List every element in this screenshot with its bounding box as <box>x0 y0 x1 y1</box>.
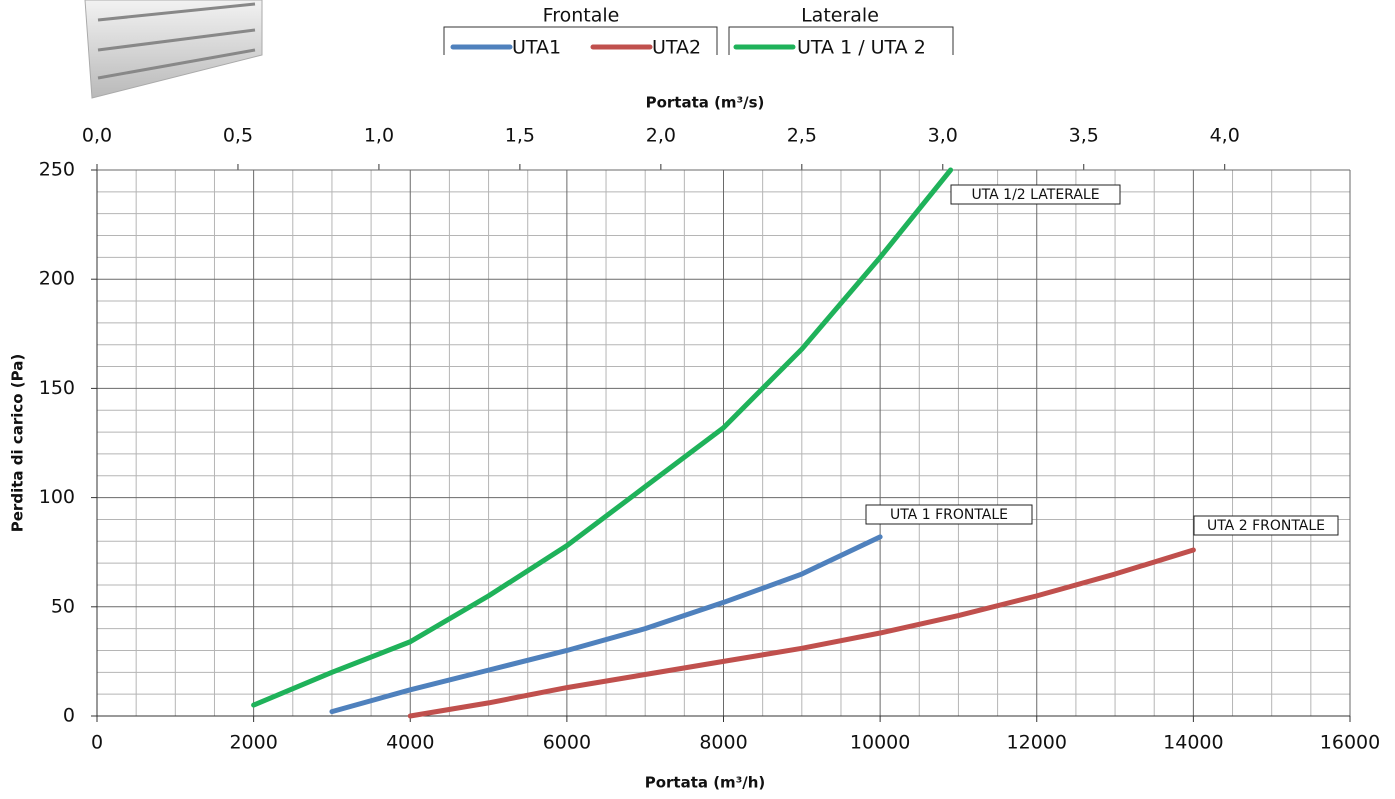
x2-tick-label: 0,0 <box>82 125 112 147</box>
y-tick-label: 0 <box>63 705 75 727</box>
x-tick-label: 4000 <box>386 732 434 754</box>
x2-tick-label: 3,5 <box>1069 125 1099 147</box>
x-tick-label: 0 <box>91 732 103 754</box>
annotation-box <box>950 184 1121 205</box>
x-tick-label: 10000 <box>850 732 910 754</box>
x-tick-label: 6000 <box>543 732 591 754</box>
annotation: UTA 1/2 LATERALE <box>971 187 1099 203</box>
series-line <box>251 167 954 708</box>
y-tick-label: 100 <box>39 486 75 508</box>
legend-bracket <box>728 26 954 55</box>
legend-bracket <box>443 26 718 55</box>
x-tick-label: 12000 <box>1007 732 1067 754</box>
series-line <box>329 534 883 715</box>
legend-label: UTA1 <box>512 37 561 59</box>
x2-tick-label: 2,0 <box>646 125 676 147</box>
series-line <box>407 547 1196 719</box>
x2-tick-label: 0,5 <box>223 125 253 147</box>
legend-group-title: Laterale <box>801 5 879 27</box>
legend-label: UTA 1 / UTA 2 <box>797 37 926 59</box>
product-image <box>84 0 263 99</box>
x2-tick-label: 2,5 <box>787 125 817 147</box>
y-axis-title: Perdita di carico (Pa) <box>9 354 27 532</box>
x2-tick-label: 1,5 <box>505 125 535 147</box>
annotation: UTA 2 FRONTALE <box>1207 518 1325 534</box>
x2-tick-label: 1,0 <box>364 125 394 147</box>
y-tick-label: 150 <box>39 377 75 399</box>
x2-tick-label: 4,0 <box>1210 125 1240 147</box>
annotation-box <box>1193 515 1339 536</box>
legend-label: UTA2 <box>652 37 701 59</box>
y-tick-label: 50 <box>51 595 75 617</box>
annotation-box <box>865 504 1033 525</box>
legend-group-title: Frontale <box>543 5 620 27</box>
x-tick-label: 14000 <box>1163 732 1223 754</box>
x-tick-label: 2000 <box>229 732 277 754</box>
x-tick-label: 8000 <box>699 732 747 754</box>
y-tick-label: 250 <box>39 159 75 181</box>
x-tick-label: 16000 <box>1320 732 1380 754</box>
y-tick-label: 200 <box>39 268 75 290</box>
x2-tick-label: 3,0 <box>928 125 958 147</box>
x-axis-title: Portata (m³/h) <box>645 774 766 792</box>
annotation: UTA 1 FRONTALE <box>890 507 1008 523</box>
x2-axis-title: Portata (m³/s) <box>646 94 765 112</box>
